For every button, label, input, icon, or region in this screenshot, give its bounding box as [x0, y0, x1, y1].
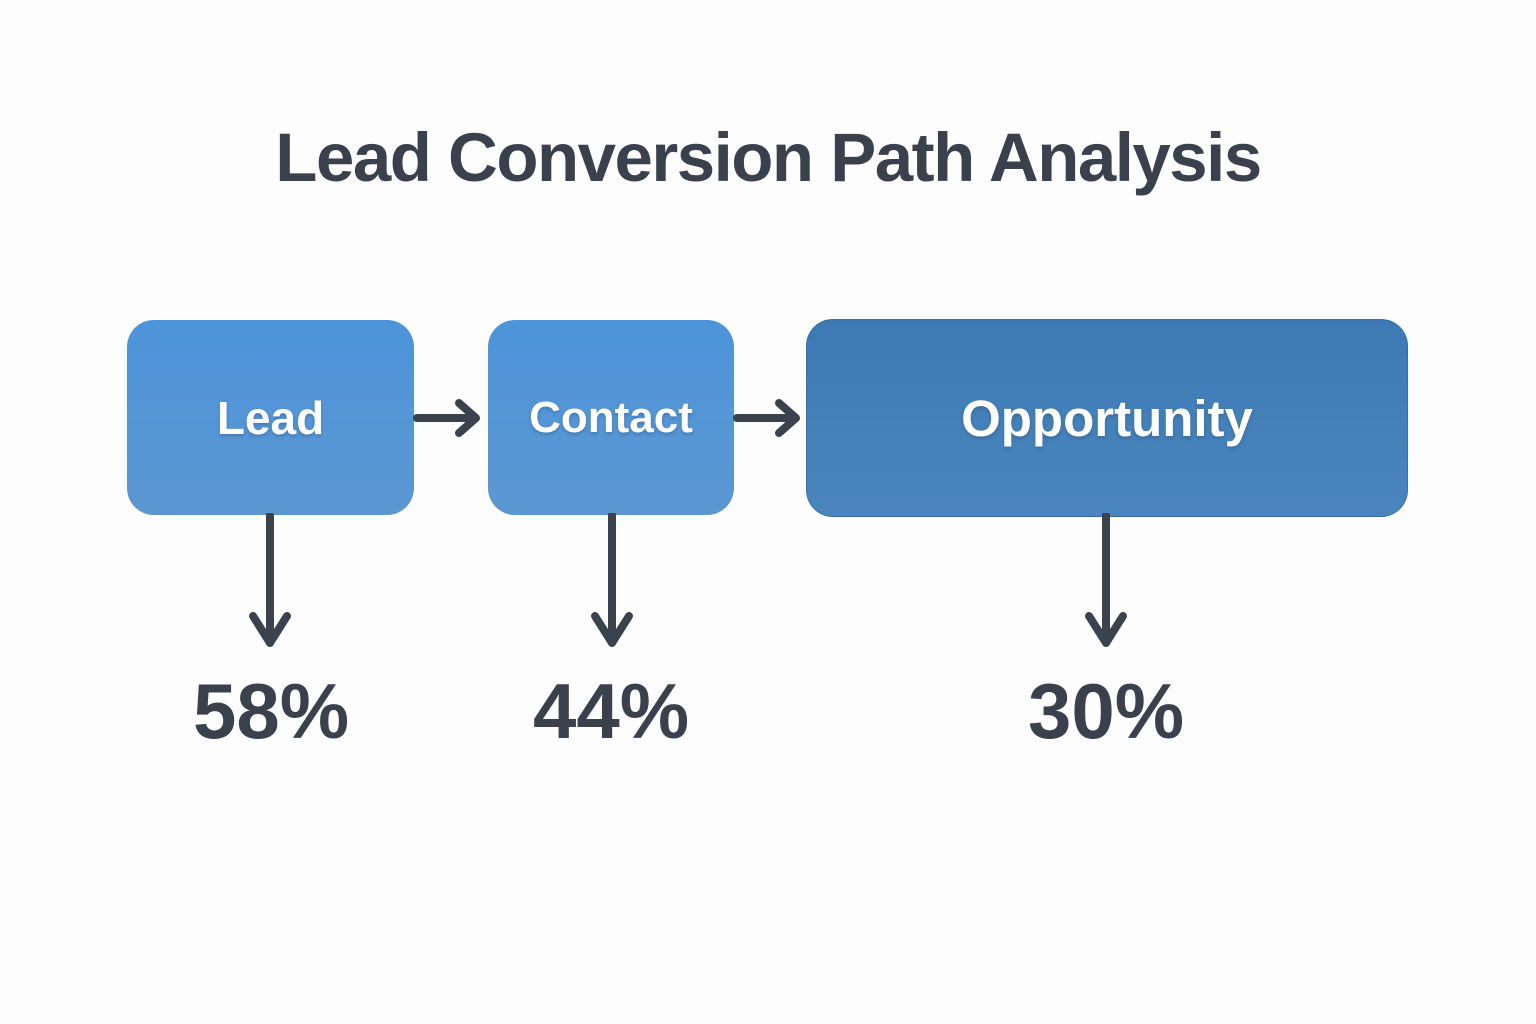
stage-label-lead: Lead — [216, 391, 325, 444]
stage-box-opportunity: Opportunity — [806, 319, 1408, 517]
down-arrow-lead-icon — [249, 513, 291, 647]
down-arrow-contact-icon — [591, 513, 633, 647]
conversion-rate-lead: 58% — [192, 667, 350, 755]
flow-arrow-contact-to-opportunity-icon — [733, 399, 800, 437]
conversion-rate-contact: 44% — [532, 667, 690, 755]
flow-arrow-lead-to-contact-icon — [413, 399, 480, 437]
stage-label-contact: Contact — [529, 392, 693, 442]
conversion-rate-opportunity: 30% — [1027, 667, 1185, 755]
stage-box-contact: Contact — [488, 320, 734, 515]
stage-label-opportunity: Opportunity — [961, 389, 1253, 447]
diagram-title: Lead Conversion Path Analysis — [275, 119, 1262, 196]
stage-box-lead: Lead — [127, 320, 414, 515]
down-arrow-opportunity-icon — [1085, 513, 1127, 647]
